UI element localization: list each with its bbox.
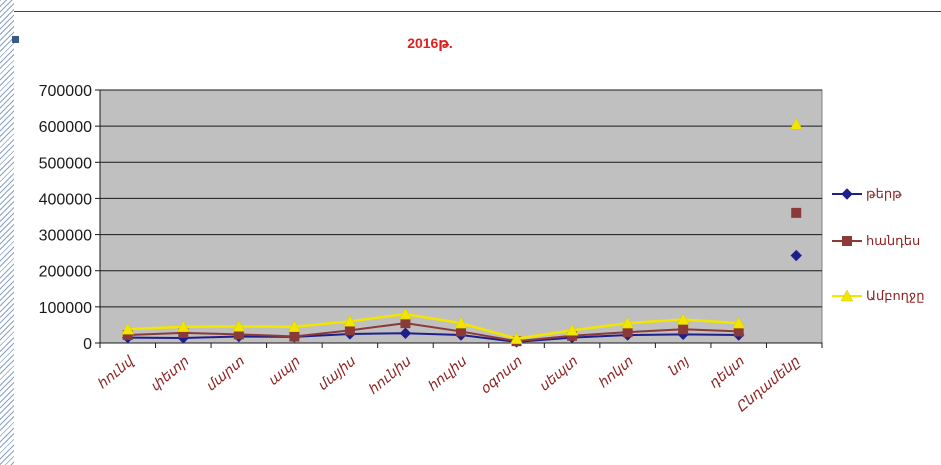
top-rule <box>14 11 941 12</box>
x-tick-label: դեկտ <box>706 354 747 392</box>
data-point <box>287 320 301 332</box>
y-tick-label: 200000 <box>39 264 92 281</box>
x-tick-label: ապր <box>266 354 304 389</box>
legend-swatch-marker <box>841 188 853 200</box>
data-point <box>400 318 411 329</box>
series-line <box>127 322 739 343</box>
data-point <box>676 312 690 325</box>
y-tick-label: 700000 <box>39 83 92 100</box>
data-point-total <box>790 249 802 262</box>
data-point <box>289 331 300 342</box>
data-point <box>176 320 190 332</box>
selection-handle[interactable] <box>12 36 19 43</box>
y-tick-label: 300000 <box>39 228 92 245</box>
data-point <box>344 325 355 336</box>
legend-swatch-marker <box>840 289 854 302</box>
x-tick-label: մարտ <box>203 354 247 395</box>
data-point <box>343 314 357 327</box>
legend-label: հանդես <box>866 233 920 248</box>
data-point-total <box>791 207 802 218</box>
plot-area <box>99 89 823 344</box>
data-point <box>510 332 523 344</box>
data-point-total <box>789 117 803 130</box>
data-point <box>232 319 246 332</box>
x-tick-label: օգոստ <box>478 354 526 397</box>
y-tick-label: 100000 <box>39 300 92 317</box>
y-tick-label: 500000 <box>39 155 92 172</box>
x-tick-label: հունիս <box>366 354 415 399</box>
data-point <box>565 323 579 336</box>
data-point <box>454 316 468 329</box>
data-point <box>622 327 633 338</box>
legend-label: թերթ <box>866 186 902 201</box>
data-point <box>732 316 746 329</box>
series-line <box>127 332 739 343</box>
x-tick-label: հունվ <box>95 353 138 393</box>
data-point <box>621 316 635 329</box>
chart-title: 2016թ. <box>407 35 453 51</box>
x-tick-label: փետր <box>148 354 193 395</box>
legend-swatch-marker <box>842 236 852 246</box>
window-border <box>0 0 14 465</box>
data-point <box>399 327 412 339</box>
x-tick-label: մայիս <box>315 354 359 395</box>
y-tick-label: 400000 <box>39 191 92 208</box>
y-tick-label: 600000 <box>39 119 92 136</box>
y-tick-label: 0 <box>83 336 92 353</box>
data-point <box>678 324 689 335</box>
data-point <box>399 307 412 320</box>
legend-label: Ամբողջը <box>866 288 924 303</box>
series-line <box>127 312 739 340</box>
x-tick-label: հուլիս <box>425 354 470 395</box>
data-point <box>121 322 135 335</box>
x-tick-label: նոյ <box>666 354 693 380</box>
x-tick-label: սեպտ <box>537 354 581 395</box>
x-tick-label: հոկտ <box>596 354 637 392</box>
